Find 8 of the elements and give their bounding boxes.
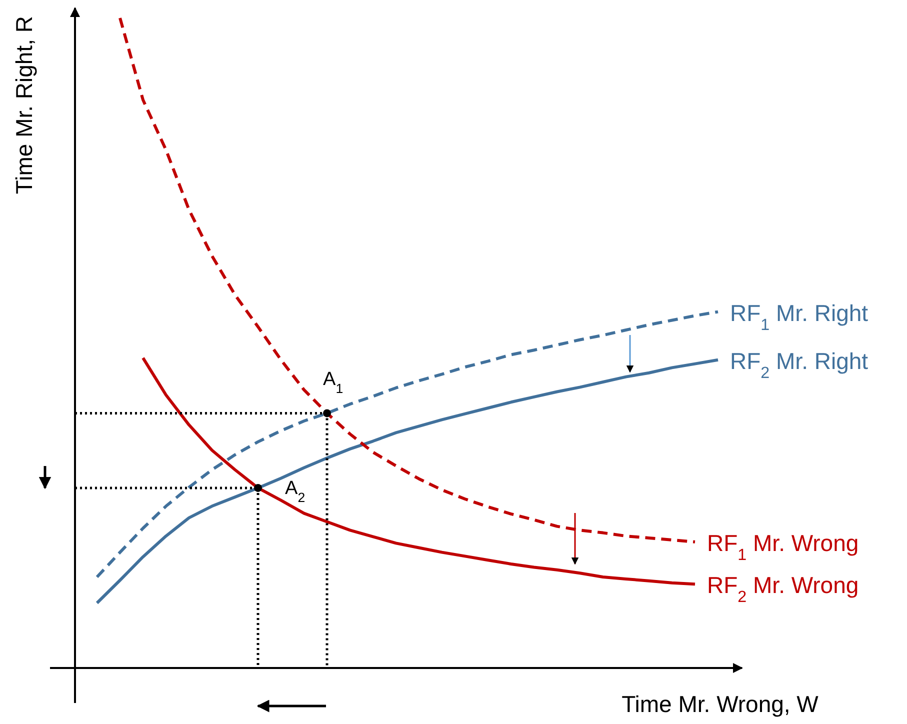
x-axis-title: Time Mr. Wrong, W bbox=[622, 691, 819, 717]
series-label: RF$_{1}$ Mr. Wrong bbox=[707, 530, 859, 564]
series-label: RF$_{2}$ Mr. Wrong bbox=[707, 572, 859, 606]
annotation: A$_{2}$ bbox=[285, 478, 306, 504]
annotation: A$_{1}$ bbox=[323, 369, 344, 396]
series-label: RF$_{1}$ Mr. Right bbox=[730, 300, 869, 334]
y-axis-title: Time Mr. Right, R bbox=[11, 16, 37, 194]
series-label: RF$_{2}$ Mr. Right bbox=[730, 348, 869, 382]
